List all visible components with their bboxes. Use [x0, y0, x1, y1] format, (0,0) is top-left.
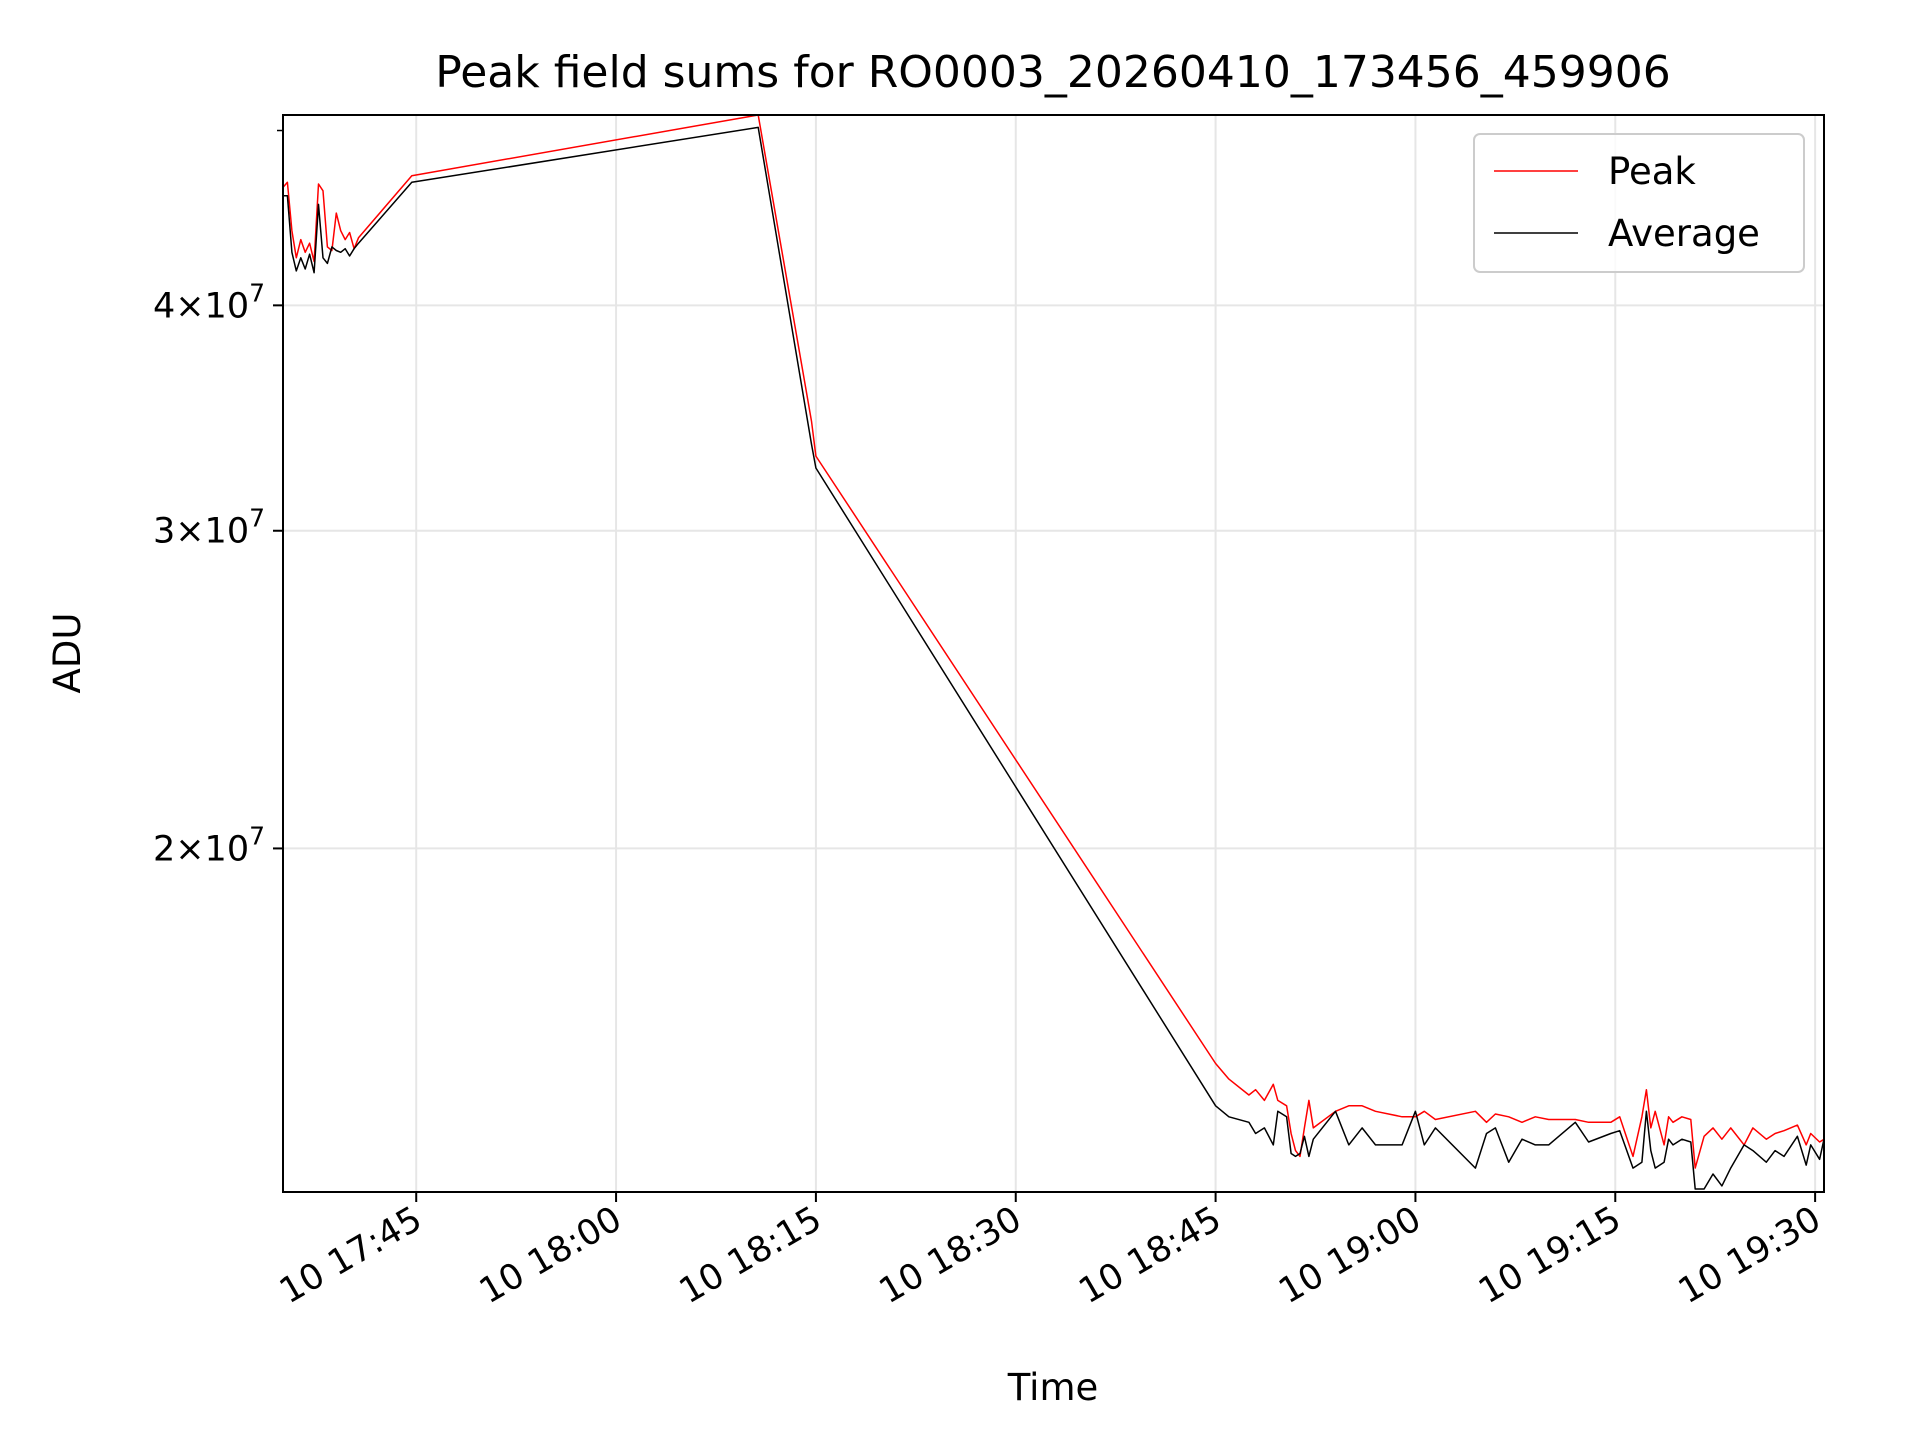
y-tick-label: 4×107: [153, 278, 265, 326]
y-axis: 2×107 3×107 4×107: [153, 129, 283, 869]
series-line-average: [283, 126, 1824, 1190]
series-layer: [283, 115, 1824, 1190]
x-axis-label: Time: [1007, 1366, 1099, 1409]
y-tick-label: 2×107: [153, 821, 265, 869]
plot-frame: [282, 114, 1825, 1193]
y-axis-label: ADU: [46, 613, 89, 694]
y-tick-label: 3×107: [153, 504, 265, 552]
legend: Peak Average: [1473, 133, 1805, 273]
legend-label-average: Average: [1608, 212, 1760, 255]
legend-label-peak: Peak: [1608, 150, 1696, 193]
grid: [283, 115, 1824, 1192]
chart-title: Peak field sums for RO0003_20260410_1734…: [435, 47, 1671, 98]
series-line-peak: [283, 115, 1824, 1169]
legend-box: [1473, 133, 1805, 273]
